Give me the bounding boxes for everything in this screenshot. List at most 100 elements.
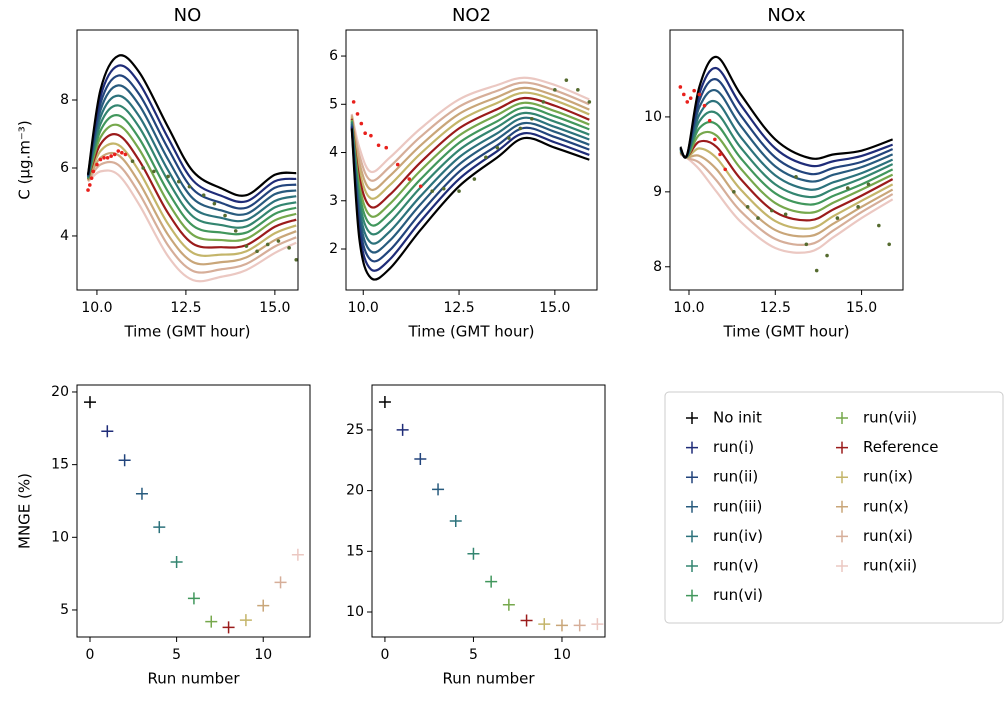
- series-line: [86, 64, 297, 204]
- x-tick-label: 12.5: [443, 300, 474, 316]
- plus-marker: [291, 548, 304, 561]
- plus-marker: [502, 598, 515, 611]
- x-tick-label: 10: [254, 647, 272, 663]
- x-tick-label: 10: [553, 647, 571, 663]
- x-tick-label: 10.0: [348, 300, 379, 316]
- x-tick-label: 5: [469, 647, 478, 663]
- observation-point: [276, 239, 281, 243]
- y-axis-label: MNGE (%): [16, 473, 34, 549]
- x-tick-label: 12.5: [760, 300, 791, 316]
- series-line: [350, 116, 590, 245]
- plus-marker: [274, 576, 287, 589]
- plus-marker: [153, 521, 166, 534]
- observation-point: [233, 229, 238, 233]
- observation-point: [707, 118, 712, 123]
- series-line: [86, 104, 297, 229]
- observation-point: [794, 175, 798, 179]
- legend-marker: [686, 589, 698, 602]
- observation-point: [856, 205, 860, 209]
- observation-point: [756, 216, 760, 220]
- observation-point: [123, 152, 128, 157]
- series-line: [350, 96, 590, 209]
- subplot-title: NO: [174, 5, 202, 26]
- y-tick-label: 4: [329, 145, 338, 161]
- legend-label: Reference: [863, 438, 939, 456]
- series-line: [350, 81, 590, 182]
- legend-marker: [836, 441, 848, 454]
- plus-marker: [170, 556, 183, 569]
- y-tick-label: 5: [60, 602, 69, 618]
- series-line: [87, 142, 297, 257]
- legend-marker: [686, 530, 698, 543]
- plus-marker: [467, 547, 480, 560]
- observation-point: [507, 136, 511, 140]
- legend-marker: [686, 500, 698, 513]
- series-line: [350, 106, 590, 227]
- observation-point: [359, 121, 364, 126]
- observation-point: [692, 88, 696, 93]
- y-tick-label: 4: [60, 228, 69, 244]
- observation-point: [395, 162, 400, 167]
- legend-label: run(xii): [863, 557, 917, 575]
- observation-point: [770, 208, 774, 213]
- legend-label: run(x): [863, 497, 909, 515]
- observation-point: [723, 167, 728, 172]
- plus-marker: [432, 483, 445, 496]
- observation-point: [732, 190, 736, 194]
- subplot: 10.0 12.5 15.0 2 3 4 5 6 NO2 Time (GMT hour): [329, 5, 598, 341]
- observation-point: [418, 184, 423, 189]
- series-line: [679, 88, 894, 183]
- legend-label: run(ix): [863, 468, 913, 486]
- observation-point: [376, 143, 381, 148]
- plus-marker: [414, 453, 427, 466]
- legend-label: run(vii): [863, 409, 917, 427]
- plus-marker: [485, 575, 498, 588]
- series-line: [86, 54, 297, 197]
- plot-frame: [345, 29, 598, 291]
- legend-marker: [836, 471, 848, 484]
- legend-label: run(i): [713, 438, 754, 456]
- y-tick-label: 10: [51, 529, 69, 545]
- series-line: [350, 76, 590, 174]
- legend-label: run(v): [713, 557, 759, 575]
- y-tick-label: 15: [51, 457, 69, 473]
- series-line: [350, 126, 590, 272]
- series-line: [679, 147, 894, 230]
- observation-point: [804, 242, 809, 247]
- observation-point: [130, 159, 135, 163]
- observation-point: [845, 186, 850, 190]
- observation-point: [187, 184, 192, 189]
- observation-point: [814, 268, 819, 273]
- series-line: [679, 139, 894, 222]
- series-line: [350, 111, 590, 236]
- observation-point: [688, 96, 693, 100]
- observation-point: [407, 177, 412, 181]
- observation-point: [88, 183, 92, 187]
- y-tick-label: 6: [60, 160, 69, 176]
- observation-point: [495, 145, 500, 150]
- observation-point: [384, 145, 389, 150]
- plus-marker: [396, 423, 409, 436]
- observation-point: [89, 176, 94, 180]
- legend-marker: [836, 530, 848, 543]
- legend-marker: [836, 500, 848, 513]
- plot-frame: [669, 29, 904, 291]
- legend: No init run(i) run(ii) run(iii) run(iv) run(v…: [664, 391, 1004, 624]
- subplot-title: NO2: [452, 5, 491, 26]
- observation-point: [866, 182, 871, 187]
- legend-marker: [686, 441, 698, 454]
- plus-marker: [101, 425, 114, 438]
- observation-point: [783, 212, 788, 217]
- y-tick-label: 15: [346, 543, 364, 559]
- observation-point: [95, 162, 99, 167]
- x-axis-label: Run number: [147, 670, 240, 688]
- y-tick-label: 20: [346, 483, 364, 499]
- observation-point: [441, 186, 446, 191]
- plus-marker: [520, 614, 533, 627]
- observation-point: [255, 249, 259, 254]
- plot-frame: [371, 384, 606, 638]
- y-tick-label: 2: [329, 241, 338, 257]
- series-line: [87, 169, 297, 283]
- observation-point: [530, 116, 534, 121]
- series-line: [86, 133, 297, 249]
